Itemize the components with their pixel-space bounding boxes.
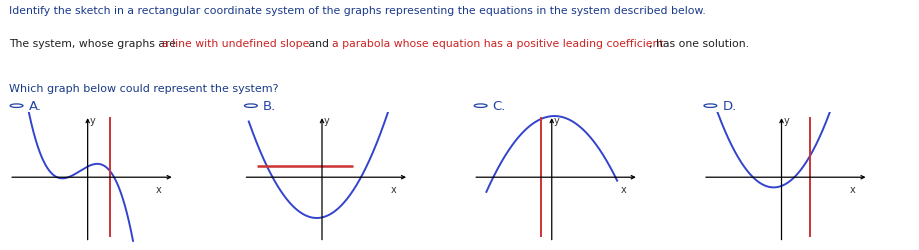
Text: C.: C.	[493, 100, 506, 113]
Text: a parabola whose equation has a positive leading coefficient: a parabola whose equation has a positive…	[332, 39, 664, 49]
Text: x: x	[391, 184, 396, 194]
Text: B.: B.	[263, 100, 276, 113]
Text: a line with undefined slope: a line with undefined slope	[163, 39, 310, 49]
Text: y: y	[783, 116, 789, 126]
Text: x: x	[850, 184, 856, 194]
Text: x: x	[620, 184, 626, 194]
Text: , has one solution.: , has one solution.	[649, 39, 749, 49]
Text: Identify the sketch in a rectangular coordinate system of the graphs representin: Identify the sketch in a rectangular coo…	[9, 6, 706, 16]
Text: A.: A.	[28, 100, 41, 113]
Text: Which graph below could represent the system?: Which graph below could represent the sy…	[9, 84, 278, 94]
Text: y: y	[323, 116, 330, 126]
Text: y: y	[553, 116, 560, 126]
Text: D.: D.	[722, 100, 737, 113]
Text: x: x	[156, 184, 162, 194]
Text: and: and	[305, 39, 333, 49]
Text: y: y	[89, 116, 96, 126]
Text: The system, whose graphs are: The system, whose graphs are	[9, 39, 180, 49]
